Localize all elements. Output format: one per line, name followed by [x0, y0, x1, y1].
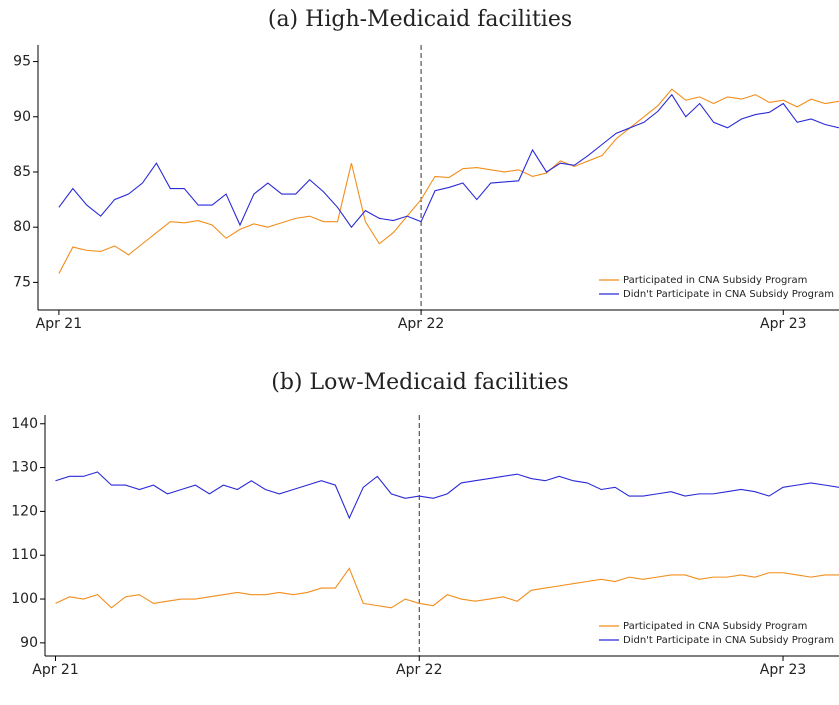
x-tick-label: Apr 22	[396, 662, 442, 678]
chart-title: (b) Low-Medicaid facilities	[271, 370, 568, 395]
x-tick-label: Apr 23	[760, 316, 806, 332]
legend-label: Didn't Participate in CNA Subsidy Progra…	[623, 635, 834, 646]
legend-label: Participated in CNA Subsidy Program	[623, 275, 807, 286]
y-tick-label: 140	[11, 416, 38, 432]
y-tick-label: 110	[11, 547, 38, 563]
y-tick-label: 85	[13, 164, 31, 180]
legend-label: Participated in CNA Subsidy Program	[623, 621, 807, 632]
y-tick-label: 95	[13, 54, 31, 70]
x-tick-label: Apr 21	[32, 662, 78, 678]
y-tick-label: 90	[20, 635, 38, 651]
series-line	[58, 93, 839, 229]
series-line	[58, 88, 839, 274]
y-tick-label: 75	[13, 274, 31, 290]
y-tick-label: 120	[11, 503, 38, 519]
x-tick-label: Apr 23	[760, 662, 806, 678]
x-tick-label: Apr 21	[36, 316, 82, 332]
y-tick-label: 130	[11, 460, 38, 476]
x-tick-label: Apr 22	[398, 316, 444, 332]
series-line	[55, 567, 839, 609]
y-tick-label: 80	[13, 219, 31, 235]
y-tick-label: 90	[13, 109, 31, 125]
chart-title: (a) High-Medicaid facilities	[268, 7, 572, 32]
y-tick-label: 100	[11, 591, 38, 607]
series-line	[55, 471, 839, 520]
legend-label: Didn't Participate in CNA Subsidy Progra…	[623, 289, 834, 300]
